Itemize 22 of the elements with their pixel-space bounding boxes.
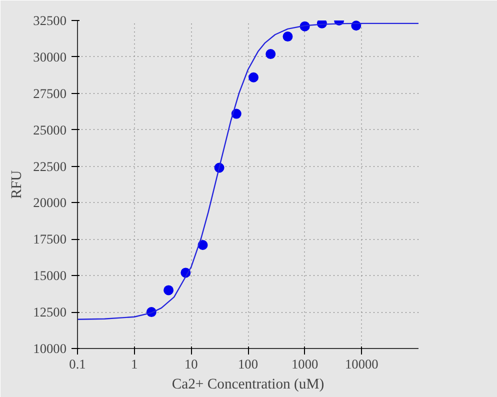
x-tick-label: 10000 [345,356,379,372]
y-tick-label: 15000 [33,268,67,284]
y-tick-label: 27500 [33,86,67,101]
y-tick-label: 30000 [33,49,67,64]
point [282,32,293,42]
y-axis-title: RFU [9,170,26,199]
y-tick-label: 17500 [33,232,67,247]
x-tick-label: 10 [184,356,198,372]
y-tick-label: 25000 [33,122,67,138]
x-axis-title: Ca2+ Concentration (uM) [172,376,324,392]
point [164,285,174,296]
x-tick-label: 0.1 [69,356,86,372]
y-tick-label: 20000 [33,195,67,210]
point [266,49,276,60]
y-tick-label: 10000 [33,341,67,356]
y-tick-label: 32500 [33,13,67,28]
x-tick-label: 1 [131,356,138,372]
point [248,72,259,82]
x-tick-label: 100 [238,356,258,372]
y-tick-label: 12500 [33,304,67,320]
y-tick-label: 22500 [33,158,67,174]
x-tick-label: 1000 [292,356,318,372]
